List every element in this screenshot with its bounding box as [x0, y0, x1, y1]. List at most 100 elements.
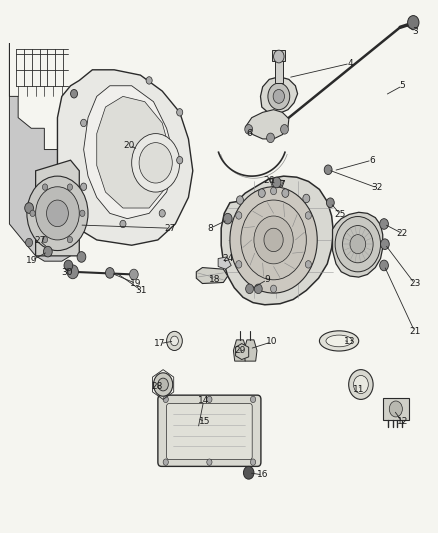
Polygon shape — [218, 257, 231, 269]
Text: 25: 25 — [335, 210, 346, 219]
Circle shape — [223, 213, 232, 224]
Text: 13: 13 — [344, 337, 356, 346]
Circle shape — [236, 261, 242, 268]
Circle shape — [254, 216, 293, 264]
Circle shape — [324, 165, 332, 174]
Text: 12: 12 — [397, 417, 408, 426]
Circle shape — [246, 284, 254, 294]
Circle shape — [146, 77, 152, 84]
Bar — [272, 50, 286, 61]
Circle shape — [335, 216, 381, 272]
Polygon shape — [261, 77, 297, 114]
FancyBboxPatch shape — [158, 395, 261, 466]
Text: 6: 6 — [369, 156, 374, 165]
Circle shape — [81, 183, 87, 190]
Circle shape — [254, 284, 262, 294]
Circle shape — [251, 396, 256, 402]
Circle shape — [245, 125, 253, 134]
Polygon shape — [332, 212, 383, 277]
Circle shape — [267, 133, 275, 143]
Circle shape — [153, 373, 173, 396]
Text: 22: 22 — [397, 229, 408, 238]
Circle shape — [67, 223, 74, 231]
Circle shape — [67, 265, 78, 279]
Circle shape — [130, 269, 138, 280]
Polygon shape — [245, 110, 289, 139]
Text: 11: 11 — [353, 385, 364, 394]
Circle shape — [343, 225, 373, 263]
Text: 32: 32 — [371, 183, 383, 192]
Text: 29: 29 — [234, 346, 246, 355]
Circle shape — [349, 369, 373, 399]
Text: 30: 30 — [61, 269, 73, 277]
Circle shape — [158, 378, 168, 391]
Text: 28: 28 — [151, 382, 162, 391]
Circle shape — [163, 459, 168, 465]
Circle shape — [177, 157, 183, 164]
Circle shape — [67, 184, 73, 190]
Circle shape — [71, 90, 78, 98]
Circle shape — [81, 119, 87, 127]
Text: 27: 27 — [34, 237, 46, 246]
Polygon shape — [244, 340, 257, 361]
Circle shape — [27, 176, 88, 251]
Ellipse shape — [326, 335, 352, 347]
Circle shape — [207, 396, 212, 402]
Circle shape — [43, 246, 52, 257]
Text: 15: 15 — [199, 417, 211, 426]
Circle shape — [177, 109, 183, 116]
Circle shape — [408, 15, 419, 29]
Text: 19: 19 — [26, 256, 38, 264]
Text: 9: 9 — [264, 275, 270, 284]
Circle shape — [271, 187, 277, 195]
Text: 21: 21 — [409, 327, 420, 336]
Circle shape — [163, 396, 168, 402]
Text: 14: 14 — [198, 396, 209, 405]
Circle shape — [80, 210, 85, 216]
Circle shape — [282, 189, 289, 197]
Text: 16: 16 — [257, 471, 268, 479]
Polygon shape — [57, 70, 193, 245]
Polygon shape — [236, 344, 249, 360]
Circle shape — [64, 260, 73, 271]
Circle shape — [25, 238, 32, 247]
Polygon shape — [97, 96, 171, 208]
Text: 27: 27 — [164, 224, 176, 233]
Text: 19: 19 — [130, 279, 142, 288]
Circle shape — [236, 212, 242, 219]
Circle shape — [251, 459, 256, 465]
Circle shape — [272, 177, 281, 188]
Circle shape — [268, 83, 290, 110]
Circle shape — [139, 143, 172, 183]
Polygon shape — [383, 398, 409, 419]
Circle shape — [350, 235, 366, 254]
Circle shape — [281, 125, 288, 134]
Circle shape — [120, 220, 126, 228]
Circle shape — [244, 466, 254, 479]
Circle shape — [35, 187, 79, 240]
Polygon shape — [10, 43, 97, 261]
Text: 10: 10 — [265, 337, 277, 346]
Circle shape — [30, 210, 35, 216]
Circle shape — [106, 268, 114, 278]
Text: 8: 8 — [207, 224, 213, 233]
Circle shape — [42, 184, 48, 190]
Circle shape — [46, 200, 68, 227]
Circle shape — [353, 375, 368, 393]
Text: 7: 7 — [279, 180, 285, 189]
Text: 26: 26 — [264, 176, 275, 185]
Text: 4: 4 — [347, 59, 353, 68]
Polygon shape — [84, 86, 175, 219]
Bar — [275, 61, 283, 83]
Text: 24: 24 — [222, 254, 233, 263]
Text: 6: 6 — [247, 129, 252, 138]
Circle shape — [303, 194, 310, 203]
Text: 20: 20 — [124, 141, 135, 150]
Text: 18: 18 — [209, 275, 220, 284]
Circle shape — [132, 134, 180, 192]
Circle shape — [230, 187, 317, 293]
Circle shape — [258, 189, 265, 197]
Circle shape — [166, 332, 182, 351]
Circle shape — [241, 200, 306, 280]
Circle shape — [67, 237, 73, 243]
